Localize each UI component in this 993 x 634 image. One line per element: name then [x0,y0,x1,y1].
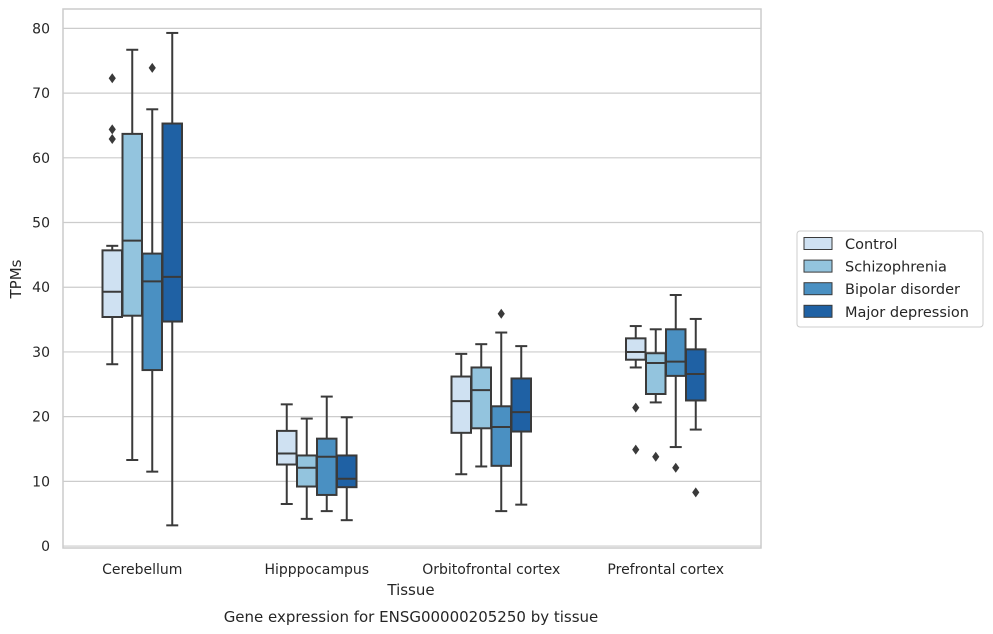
y-tick-label: 60 [32,151,50,167]
legend-swatch [803,304,833,318]
outlier-point [148,62,156,73]
legend-label: Major depression [845,305,969,321]
outlier-point [652,451,660,462]
box-body [510,377,532,433]
box-body [625,337,647,361]
plot-frame [62,8,762,549]
box-1-3 [645,328,667,462]
x-axis-ticks: Cerebellum Hipppocampus Orbitofrontal cort… [102,562,724,578]
box-body [470,366,492,430]
outlier-point [497,308,505,319]
outlier-point [632,444,640,455]
box-2-0 [141,62,163,473]
outlier-point [632,402,640,413]
x-tick-label: Hipppocampus [264,562,369,578]
outlier-point [692,487,700,498]
legend-label: Bipolar disorder [845,282,960,298]
box-2-1 [316,395,338,513]
legend-swatch [803,259,833,273]
x-tick-label: Orbitofrontal cortex [422,562,560,578]
box-body [336,454,358,489]
y-tick-label: 30 [32,345,50,361]
box-3-3 [685,317,707,498]
box-body [450,375,472,434]
y-axis-label: TPMs [7,259,25,299]
y-tick-label: 80 [32,21,50,37]
x-tick-label: Cerebellum [102,562,182,578]
box-body [296,454,318,488]
box-body [121,132,143,317]
box-body [645,352,667,395]
y-axis-ticks: 0 10 20 30 40 50 60 70 80 [32,21,50,555]
box-1-0 [121,48,143,461]
chart-caption: Gene expression for ENSG00000205250 by t… [224,608,599,626]
x-tick-label: Prefrontal cortex [607,562,724,578]
box-1-2 [470,343,492,468]
box-2-3 [665,294,687,473]
legend-frame [796,230,984,328]
box-3-2 [510,345,532,506]
box-0-2 [450,352,472,476]
box-body [276,429,298,466]
box-body [101,249,123,318]
y-tick-label: 40 [32,280,50,296]
legend-swatch [803,237,833,250]
box-3-1 [336,416,358,522]
outlier-point [108,134,116,145]
x-axis-label: Tissue [386,581,434,599]
box-body [490,405,512,467]
box-body [316,437,338,496]
outlier-point [108,124,116,135]
outlier-point [672,462,680,473]
y-tick-label: 20 [32,410,50,426]
legend-label: Schizophrenia [845,260,947,276]
outlier-point [108,73,116,84]
box-0-0 [101,73,123,366]
box-0-3 [625,325,647,455]
box-body [665,328,687,377]
box-1-1 [296,417,318,520]
y-tick-label: 50 [32,216,50,232]
legend: Control Schizophrenia Bipolar disorder Majo… [796,230,984,328]
box-2-2 [490,308,512,513]
box-body [161,122,183,323]
y-tick-label: 70 [32,86,50,102]
box-3-0 [161,31,183,527]
legend-label: Control [845,237,897,253]
box-body [141,252,163,372]
box-0-1 [276,403,298,505]
legend-swatch [803,282,833,296]
box-groups [101,31,707,527]
y-tick-label: 0 [41,539,50,555]
y-tick-label: 10 [32,474,50,490]
